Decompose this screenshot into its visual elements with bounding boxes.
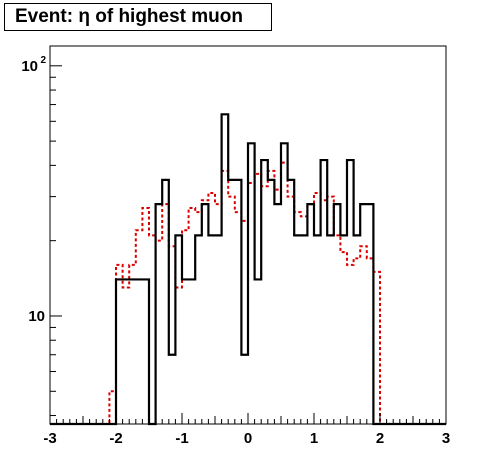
x-tick-label: 0 (244, 430, 252, 447)
series-solid-line (50, 113, 446, 426)
y-tick-label: 10 (21, 58, 38, 75)
x-tick-label: 1 (310, 430, 318, 447)
x-tick-label: -1 (175, 430, 188, 447)
x-tick-label: -2 (109, 430, 122, 447)
chart-title: Event: η of highest muon (15, 6, 243, 27)
x-tick-label: 3 (442, 430, 450, 447)
x-tick-label: -3 (43, 430, 56, 447)
chart-title-box: Event: η of highest muon (4, 3, 272, 31)
y-tick-exponent: 2 (40, 55, 46, 66)
x-tick-label: 2 (376, 430, 384, 447)
series-layer (50, 113, 446, 426)
y-tick-label: 10 (28, 308, 45, 325)
